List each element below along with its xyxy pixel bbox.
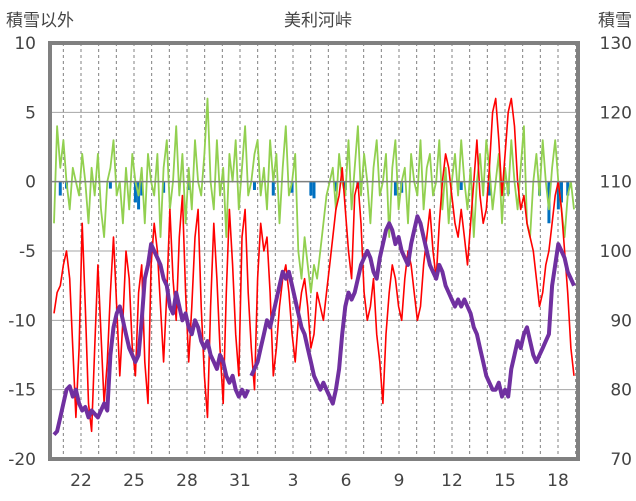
- chart-title: 美利河峠: [284, 11, 352, 31]
- right-tick-label: 120: [600, 103, 632, 123]
- precip-bar: [272, 182, 275, 196]
- x-tick-label: 3: [288, 471, 299, 491]
- x-tick-label: 22: [70, 471, 92, 491]
- precip-bar: [59, 182, 62, 196]
- precip-bar: [313, 182, 316, 199]
- left-tick-label: 10: [14, 34, 36, 54]
- right-tick-label: 90: [610, 311, 632, 331]
- x-tick-label: 28: [176, 471, 198, 491]
- precip-bar: [460, 182, 463, 190]
- x-tick-label: 12: [441, 471, 463, 491]
- left-tick-label: -10: [8, 311, 36, 331]
- x-tick-label: 31: [229, 471, 251, 491]
- left-tick-label: -20: [8, 450, 36, 470]
- left-tick-label: -5: [19, 242, 36, 262]
- precip-bar: [394, 182, 397, 196]
- x-tick-label: 25: [123, 471, 145, 491]
- left-axis-title: 積雪以外: [6, 11, 74, 31]
- precip-bar: [253, 182, 256, 190]
- precip-bar: [309, 182, 312, 196]
- right-tick-label: 70: [610, 450, 632, 470]
- right-tick-label: 80: [610, 381, 632, 401]
- x-tick-label: 6: [341, 471, 352, 491]
- right-tick-label: 130: [600, 34, 632, 54]
- precip-bar: [109, 182, 112, 189]
- right-tick-label: 100: [600, 242, 632, 262]
- left-tick-label: 5: [25, 103, 36, 123]
- x-tick-label: 9: [394, 471, 405, 491]
- x-tick-label: 15: [494, 471, 516, 491]
- left-tick-label: -15: [8, 381, 36, 401]
- right-tick-label: 110: [600, 173, 632, 193]
- left-tick-label: 0: [25, 173, 36, 193]
- x-tick-label: 18: [547, 471, 569, 491]
- right-axis-title: 積雪: [598, 11, 632, 31]
